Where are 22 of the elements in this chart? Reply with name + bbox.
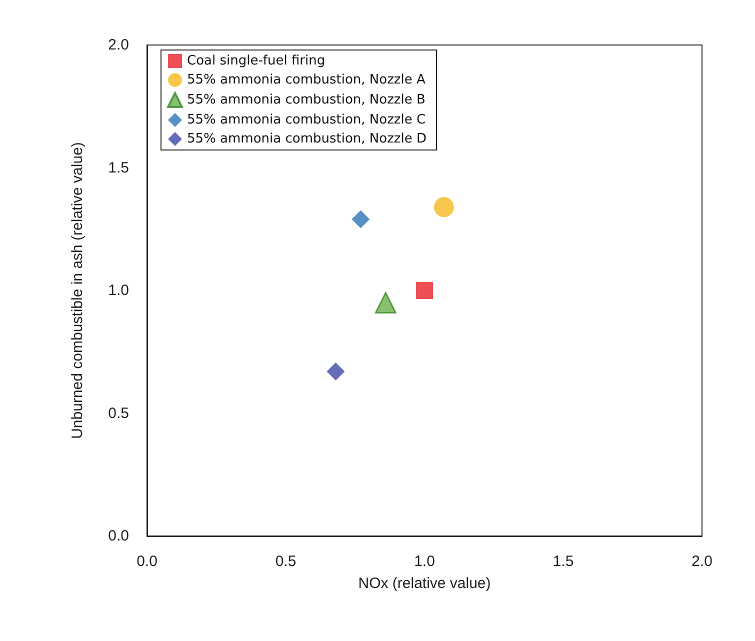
x-tick-label: 1.5 [552,553,574,570]
point [326,362,345,381]
x-tick-label: 1.0 [414,553,435,570]
legend-label: 55% ammonia combustion, Nozzle A [187,72,426,88]
legend-label: 55% ammonia combustion, Nozzle C [187,112,426,128]
y-tick-label: 0.0 [108,528,129,544]
x-tick-label: 0.0 [136,553,158,570]
point [416,282,433,299]
y-tick-label: 1.0 [108,282,129,299]
y-axis-title: Unburned combustible in ash (relative value) [69,142,86,439]
point [434,197,454,218]
y-tick-label: 1.5 [108,159,129,176]
legend-label: Coal single-fuel firing [187,54,326,68]
y-tick-label: 0.5 [108,404,129,422]
x-tick-label: 2.0 [692,553,712,570]
point [374,292,396,314]
legend-label: 55% ammonia combustion, Nozzle D [187,132,426,146]
point [352,210,370,228]
x-tick-label: 0.5 [275,553,296,570]
x-axis-title: NOx (relative value) [358,575,491,592]
legend-label: 55% ammonia combustion, Nozzle B [187,92,426,108]
y-tick-label: 2.0 [108,36,129,54]
